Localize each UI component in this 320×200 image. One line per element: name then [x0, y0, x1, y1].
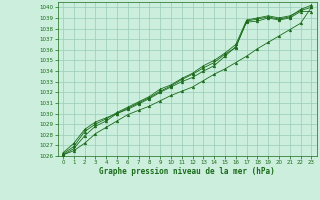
X-axis label: Graphe pression niveau de la mer (hPa): Graphe pression niveau de la mer (hPa) — [99, 167, 275, 176]
